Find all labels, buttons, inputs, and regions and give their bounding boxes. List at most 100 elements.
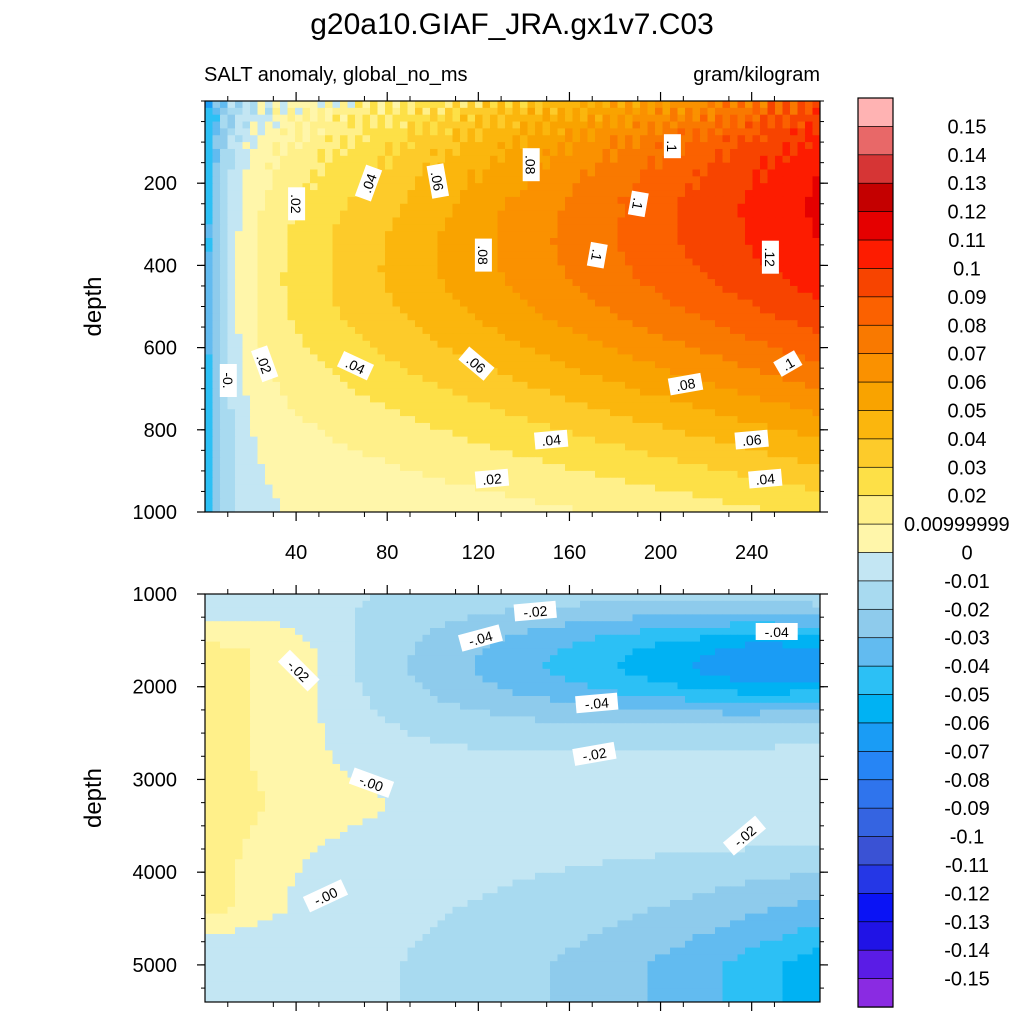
heatmap-cell bbox=[430, 347, 439, 356]
heatmap-cell bbox=[250, 388, 259, 397]
heatmap-cell bbox=[737, 107, 746, 116]
heatmap-cell bbox=[512, 162, 521, 171]
heatmap-cell bbox=[205, 409, 214, 417]
heatmap-cell bbox=[512, 381, 521, 390]
heatmap-cell bbox=[235, 217, 244, 225]
heatmap-cell bbox=[722, 135, 731, 143]
heatmap-cell bbox=[722, 313, 731, 321]
heatmap-cell bbox=[767, 292, 776, 301]
heatmap-cell bbox=[385, 114, 394, 123]
heatmap-cell bbox=[295, 217, 304, 225]
heatmap-cell bbox=[790, 231, 799, 239]
heatmap-cell bbox=[332, 265, 341, 273]
heatmap-cell bbox=[512, 251, 521, 260]
heatmap-cell bbox=[242, 244, 251, 253]
heatmap-cell bbox=[685, 416, 694, 424]
heatmap-cell bbox=[205, 155, 214, 164]
heatmap-cell bbox=[587, 217, 596, 225]
heatmap-cell bbox=[392, 409, 401, 417]
heatmap-cell bbox=[625, 464, 634, 472]
heatmap-cell bbox=[647, 101, 656, 109]
heatmap-cell bbox=[745, 176, 754, 184]
heatmap-cell bbox=[295, 176, 304, 184]
heatmap-cell bbox=[572, 203, 581, 212]
heatmap-cell bbox=[677, 313, 686, 321]
heatmap-cell bbox=[752, 306, 761, 314]
heatmap-cell bbox=[490, 429, 499, 438]
heatmap-cell bbox=[730, 162, 739, 171]
heatmap-cell bbox=[655, 470, 664, 479]
heatmap-cell bbox=[340, 313, 349, 321]
heatmap-cell bbox=[460, 422, 469, 431]
heatmap-cell bbox=[790, 265, 799, 273]
heatmap-cell bbox=[242, 107, 251, 116]
heatmap-cell bbox=[730, 306, 739, 314]
heatmap-cell bbox=[550, 422, 559, 431]
heatmap-cell bbox=[235, 333, 244, 342]
heatmap-cell bbox=[797, 457, 806, 465]
heatmap-cell bbox=[325, 470, 334, 479]
heatmap-cell bbox=[377, 101, 386, 109]
heatmap-cell bbox=[287, 375, 296, 383]
heatmap-cell bbox=[685, 285, 694, 294]
heatmap-cell bbox=[467, 306, 476, 314]
heatmap-cell bbox=[647, 443, 656, 451]
heatmap-cell bbox=[737, 148, 746, 157]
heatmap-cell bbox=[730, 368, 739, 376]
heatmap-cell bbox=[527, 347, 536, 356]
heatmap-cell bbox=[332, 217, 341, 225]
heatmap-cell bbox=[385, 135, 394, 143]
heatmap-cell bbox=[302, 327, 311, 335]
heatmap-cell bbox=[572, 505, 581, 512]
heatmap-cell bbox=[722, 265, 731, 273]
heatmap-cell bbox=[370, 347, 379, 356]
heatmap-cell bbox=[475, 135, 484, 143]
heatmap-cell bbox=[407, 313, 416, 321]
heatmap-cell bbox=[295, 299, 304, 308]
heatmap-cell bbox=[542, 361, 551, 369]
heatmap-cell bbox=[302, 121, 311, 129]
heatmap-cell bbox=[632, 443, 641, 451]
heatmap-cell bbox=[745, 299, 754, 308]
heatmap-cell bbox=[467, 327, 476, 335]
heatmap-cell bbox=[557, 265, 566, 273]
heatmap-cell bbox=[505, 450, 514, 458]
heatmap-cell bbox=[460, 217, 469, 225]
heatmap-cell bbox=[212, 347, 221, 356]
heatmap-cell bbox=[640, 409, 649, 417]
heatmap-cell bbox=[497, 436, 506, 445]
heatmap-cell bbox=[512, 402, 521, 410]
heatmap-cell bbox=[730, 470, 739, 479]
heatmap-cell bbox=[265, 505, 274, 512]
heatmap-cell bbox=[805, 121, 814, 129]
heatmap-cell bbox=[565, 422, 574, 431]
heatmap-cell bbox=[580, 142, 589, 150]
heatmap-cell bbox=[490, 491, 499, 499]
heatmap-cell bbox=[602, 135, 611, 143]
heatmap-cell bbox=[677, 450, 686, 458]
heatmap-cell bbox=[250, 272, 259, 280]
heatmap-cell bbox=[347, 450, 356, 458]
heatmap-cell bbox=[580, 375, 589, 383]
heatmap-cell bbox=[340, 484, 349, 493]
heatmap-cell bbox=[707, 333, 716, 342]
heatmap-cell bbox=[272, 402, 281, 410]
heatmap-cell bbox=[587, 464, 596, 472]
heatmap-cell bbox=[617, 402, 626, 410]
heatmap-cell bbox=[722, 183, 731, 191]
heatmap-cell bbox=[632, 272, 641, 280]
heatmap-cell bbox=[760, 505, 769, 512]
heatmap-cell bbox=[355, 395, 364, 403]
heatmap-cell bbox=[610, 477, 619, 486]
heatmap-cell bbox=[400, 306, 409, 314]
heatmap-cell bbox=[587, 272, 596, 280]
heatmap-cell bbox=[265, 155, 274, 164]
heatmap-cell bbox=[452, 183, 461, 191]
heatmap-cell bbox=[220, 484, 229, 493]
heatmap-cell bbox=[340, 320, 349, 328]
heatmap-cell bbox=[730, 381, 739, 390]
heatmap-cell bbox=[632, 155, 641, 164]
heatmap-cell bbox=[347, 285, 356, 294]
heatmap-cell bbox=[257, 183, 266, 191]
heatmap-cell bbox=[445, 354, 454, 362]
